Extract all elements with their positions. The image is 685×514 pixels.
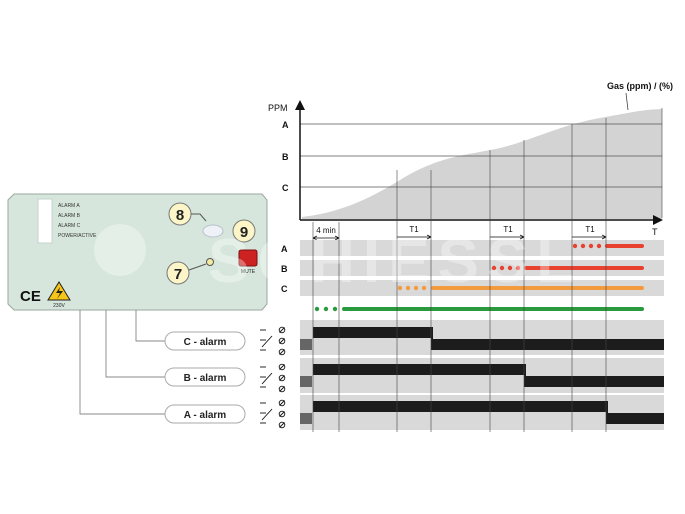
y-axis-arrow bbox=[295, 100, 305, 110]
relay-b-bar-step bbox=[524, 364, 526, 387]
led-label-alarm-a: ALARM A bbox=[58, 203, 80, 209]
relay-contacts bbox=[260, 326, 286, 429]
led-label-alarm-b: ALARM B bbox=[58, 213, 81, 219]
callout-8-label: 8 bbox=[176, 207, 184, 224]
relay-b-marker bbox=[300, 376, 312, 387]
led-a-blinking bbox=[572, 243, 602, 249]
gas-curve-area bbox=[302, 109, 662, 219]
delay-label-b: T1 bbox=[503, 225, 513, 234]
alarm-label-c: C - alarm bbox=[184, 337, 227, 348]
timing-guides bbox=[312, 108, 663, 432]
led-label-alarm-c: ALARM C bbox=[58, 223, 81, 229]
ce-mark: CE bbox=[20, 288, 41, 305]
led-power-blinking bbox=[314, 306, 338, 312]
y-axis-title: PPM bbox=[268, 103, 288, 113]
warmup-arrow bbox=[312, 235, 340, 241]
relay-c-bar-step bbox=[431, 327, 433, 350]
gas-concentration-chart: PPM Gas (ppm) / (%) T A B C 4 min T1 T1 … bbox=[268, 81, 673, 241]
relay-contact-c-icon bbox=[260, 326, 286, 356]
delay-arrow-b bbox=[490, 234, 525, 240]
sensor-window bbox=[202, 224, 224, 238]
delay-label-a: T1 bbox=[585, 225, 595, 234]
relay-contact-b-icon bbox=[260, 363, 286, 393]
mute-label: MUTE bbox=[241, 269, 256, 275]
watermark: SCHIESSL bbox=[208, 227, 582, 296]
delay-label-c: T1 bbox=[409, 225, 419, 234]
alarm-unit: ALARM A ALARM B ALARM C POWER/ACTIVE 8 9… bbox=[7, 193, 268, 311]
relay-c-released bbox=[432, 339, 664, 350]
level-label-a: A bbox=[282, 120, 289, 130]
led-label-power-active: POWER/ACTIVE bbox=[58, 233, 97, 239]
led-row-band-b bbox=[300, 260, 664, 276]
relay-contact-a-icon bbox=[260, 399, 286, 429]
relay-a-released bbox=[607, 413, 664, 424]
relay-a-energised bbox=[313, 401, 607, 412]
callout-9 bbox=[232, 219, 256, 243]
callout-7-label: 7 bbox=[174, 266, 182, 283]
led-b-blinking bbox=[491, 265, 521, 271]
led-window bbox=[37, 198, 53, 244]
callout-7-leader bbox=[188, 263, 207, 271]
led-state-rows: A B C bbox=[281, 240, 664, 312]
led-row-label-b: B bbox=[281, 264, 288, 274]
callout-8-leader bbox=[191, 213, 207, 222]
relay-b-released bbox=[525, 376, 664, 387]
voltage-label: 230V bbox=[53, 303, 65, 309]
relay-b-energised bbox=[313, 364, 525, 375]
indicator-led bbox=[206, 258, 214, 266]
alarm-labels: C - alarm B - alarm A - alarm bbox=[164, 331, 246, 424]
relay-band-b bbox=[300, 358, 664, 393]
alarm-label-b: B - alarm bbox=[184, 373, 227, 384]
led-row-band-a bbox=[300, 240, 664, 256]
relay-a-marker bbox=[300, 413, 312, 424]
alarm-pill-b bbox=[164, 367, 246, 387]
relay-timing-rows bbox=[300, 320, 664, 430]
curve-title-leader bbox=[625, 92, 629, 111]
delay-arrow-c bbox=[397, 234, 432, 240]
chart-gridlines bbox=[300, 123, 662, 188]
alarm-leader-lines bbox=[79, 310, 165, 415]
mute-button[interactable] bbox=[238, 249, 258, 267]
x-axis-arrow bbox=[653, 215, 663, 225]
alarm-pill-a bbox=[164, 404, 246, 424]
relay-band-a bbox=[300, 395, 664, 430]
delay-arrow-a bbox=[572, 234, 607, 240]
led-row-label-c: C bbox=[281, 284, 288, 294]
x-axis-title: T bbox=[652, 227, 658, 237]
callout-9-label: 9 bbox=[240, 224, 248, 241]
callout-7 bbox=[166, 261, 190, 285]
led-c-blinking bbox=[397, 285, 427, 291]
level-label-b: B bbox=[282, 152, 289, 162]
device-body bbox=[7, 193, 268, 311]
curve-title: Gas (ppm) / (%) bbox=[607, 81, 673, 91]
high-voltage-warning-icon bbox=[47, 281, 71, 301]
watermark-logo-icon bbox=[94, 224, 146, 276]
relay-c-energised bbox=[313, 327, 432, 338]
relay-c-marker bbox=[300, 339, 312, 350]
warmup-label: 4 min bbox=[316, 226, 336, 235]
relay-a-bar-step bbox=[606, 401, 608, 424]
led-row-label-a: A bbox=[281, 244, 288, 254]
alarm-label-a: A - alarm bbox=[184, 410, 227, 421]
level-label-c: C bbox=[282, 183, 289, 193]
alarm-pill-c bbox=[164, 331, 246, 351]
